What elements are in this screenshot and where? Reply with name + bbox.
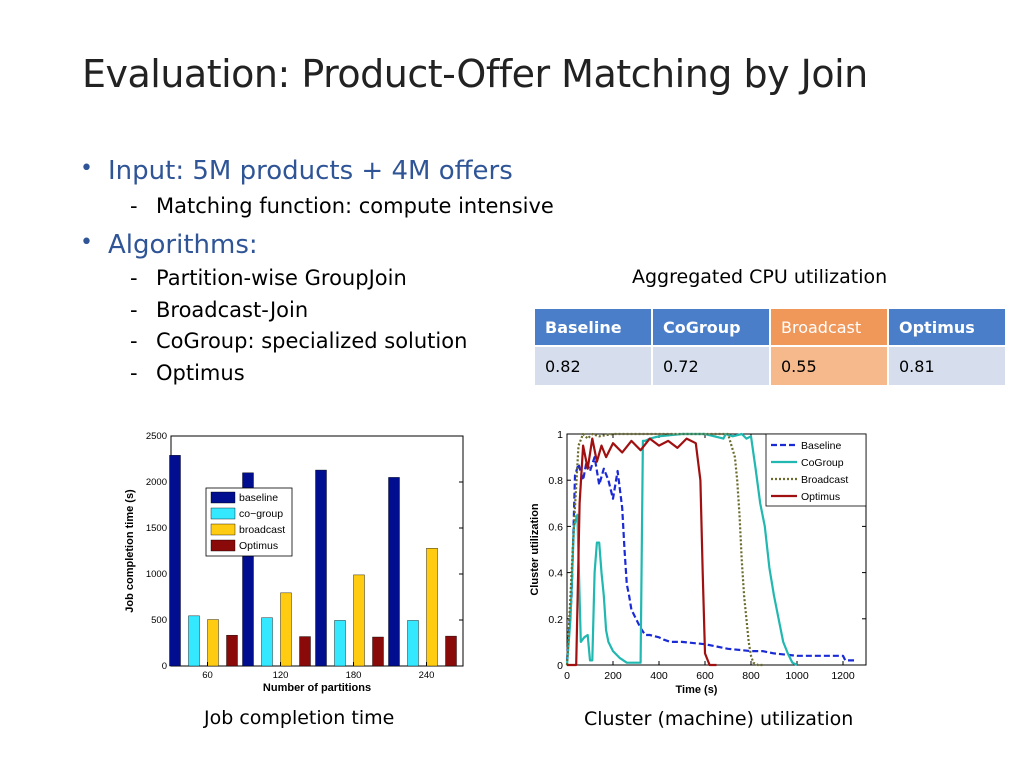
bar-optimus [445, 635, 457, 667]
cluster-utilization-line-chart: 0 0.2 0.4 0.6 0.8 1 0 200 400 600 800 1000 1200 Time … [529, 429, 867, 696]
x-tick-label: 180 [346, 670, 362, 681]
series-line-cogroup [565, 432, 798, 666]
x-tick-label: 120 [273, 670, 289, 681]
header-cogroup: CoGroup [651, 307, 771, 347]
x-tick-label: 800 [742, 670, 760, 682]
legend-swatch [210, 523, 236, 536]
sub-bullet-optimus: - Optimus [130, 361, 245, 385]
legend-swatch [210, 539, 236, 552]
bar-legend: baseline co−group broadcast Optimus [205, 487, 293, 557]
sub-bullet-matching: - Matching function: compute intensive [130, 194, 554, 218]
y-tick-label: 1500 [146, 523, 167, 534]
sub-bullet-text: Optimus [156, 361, 245, 385]
value-optimus: 0.81 [887, 345, 1007, 387]
table-header-row: Baseline CoGroup Broadcast Optimus [533, 307, 1007, 347]
bar-broadcast [280, 592, 292, 667]
sub-bullet-broadcast: - Broadcast-Join [130, 298, 308, 322]
bar-broadcast [426, 548, 438, 667]
bar-broadcast [353, 574, 365, 667]
y-tick-label: 0.4 [548, 568, 563, 580]
y-tick-label: 1 [557, 429, 563, 441]
bar-baseline [169, 455, 181, 667]
sub-bullet-text: Matching function: compute intensive [156, 194, 554, 218]
bullet-dot-icon: • [80, 230, 93, 255]
x-tick-label: 60 [202, 670, 213, 681]
legend-swatch [210, 491, 236, 504]
bar-cogroup [407, 620, 419, 667]
dash-glyph: - [130, 194, 138, 218]
bar-baseline [388, 477, 400, 667]
legend-swatch [210, 507, 236, 520]
sub-bullet-text: CoGroup: specialized solution [156, 329, 468, 353]
bullet-algorithms-text: Algorithms: [108, 230, 258, 260]
bullet-input-text: Input: 5M products + 4M offers [108, 156, 513, 186]
sub-bullet-groupjoin: - Partition-wise GroupJoin [130, 266, 407, 290]
y-tick-label: 0.8 [548, 475, 563, 487]
y-tick-label: 0.6 [548, 521, 563, 533]
bar-broadcast [207, 619, 219, 667]
bar-chart-caption: Job completion time [204, 707, 395, 729]
bullet-input: • Input: 5M products + 4M offers [80, 156, 513, 186]
legend-label: baseline [239, 492, 278, 504]
dash-glyph: - [130, 329, 138, 353]
series-line-broadcast [565, 432, 763, 667]
x-tick-label: 1000 [785, 670, 809, 682]
bar-optimus [226, 634, 238, 667]
bar-optimus [372, 636, 384, 667]
slide-title: Evaluation: Product-Offer Matching by Jo… [82, 52, 868, 96]
x-tick-label: 0 [564, 670, 570, 682]
bar-cogroup [188, 615, 200, 667]
sub-bullet-text: Broadcast-Join [156, 298, 309, 322]
sub-bullet-cogroup: - CoGroup: specialized solution [130, 329, 467, 353]
x-tick-label: 400 [650, 670, 668, 682]
line-legend: Baseline CoGroup Broadcast Optimus [765, 433, 867, 507]
job-completion-bar-chart: 0 500 1000 1500 2000 2500 60 120 180 240 Number of… [124, 431, 464, 694]
legend-label: Baseline [801, 440, 841, 452]
line-chart-caption: Cluster (machine) utilization [584, 708, 854, 730]
legend-label: co−group [239, 508, 283, 520]
y-tick-label: 1000 [146, 569, 167, 580]
bullet-algorithms: • Algorithms: [80, 230, 258, 260]
cpu-utilization-table: Baseline CoGroup Broadcast Optimus 0.82 … [533, 307, 1007, 387]
bar-baseline [242, 472, 254, 667]
dash-glyph: - [130, 361, 138, 385]
header-baseline: Baseline [533, 307, 653, 347]
y-tick-label: 2000 [146, 477, 167, 488]
x-tick-label: 1200 [831, 670, 855, 682]
y-tick-label: 0.2 [548, 614, 563, 626]
sub-bullet-text: Partition-wise GroupJoin [156, 266, 407, 290]
x-axis-label: Number of partitions [263, 682, 371, 694]
x-tick-label: 600 [696, 670, 714, 682]
header-broadcast: Broadcast [769, 307, 889, 347]
y-tick-label: 0 [557, 660, 563, 672]
bar-optimus [299, 636, 311, 667]
y-tick-label: 2500 [146, 431, 167, 442]
legend-label: Broadcast [801, 474, 848, 486]
bullet-dot-icon: • [80, 156, 93, 181]
series-line-optimus [567, 437, 717, 667]
table-row: 0.82 0.72 0.55 0.81 [533, 345, 1007, 387]
cpu-table-caption: Aggregated CPU utilization [632, 266, 888, 288]
y-tick-label: 500 [151, 615, 167, 626]
value-cogroup: 0.72 [651, 345, 771, 387]
y-tick-label: 0 [162, 661, 167, 672]
legend-label: CoGroup [801, 457, 844, 469]
legend-label: Optimus [801, 491, 840, 503]
y-axis-label: Cluster utilization [529, 503, 541, 596]
bar-cogroup [261, 617, 273, 667]
x-axis-label: Time (s) [676, 684, 718, 696]
y-axis-label: Job completion time (s) [124, 489, 136, 613]
bar-cogroup [334, 620, 346, 667]
value-baseline: 0.82 [533, 345, 653, 387]
value-broadcast: 0.55 [769, 345, 889, 387]
bar-baseline [315, 469, 327, 667]
dash-glyph: - [130, 266, 138, 290]
x-tick-label: 240 [419, 670, 435, 681]
legend-label: broadcast [239, 524, 285, 536]
legend-label: Optimus [239, 540, 278, 552]
dash-glyph: - [130, 298, 138, 322]
series-line-baseline [565, 455, 857, 662]
header-optimus: Optimus [887, 307, 1007, 347]
x-tick-label: 200 [604, 670, 622, 682]
